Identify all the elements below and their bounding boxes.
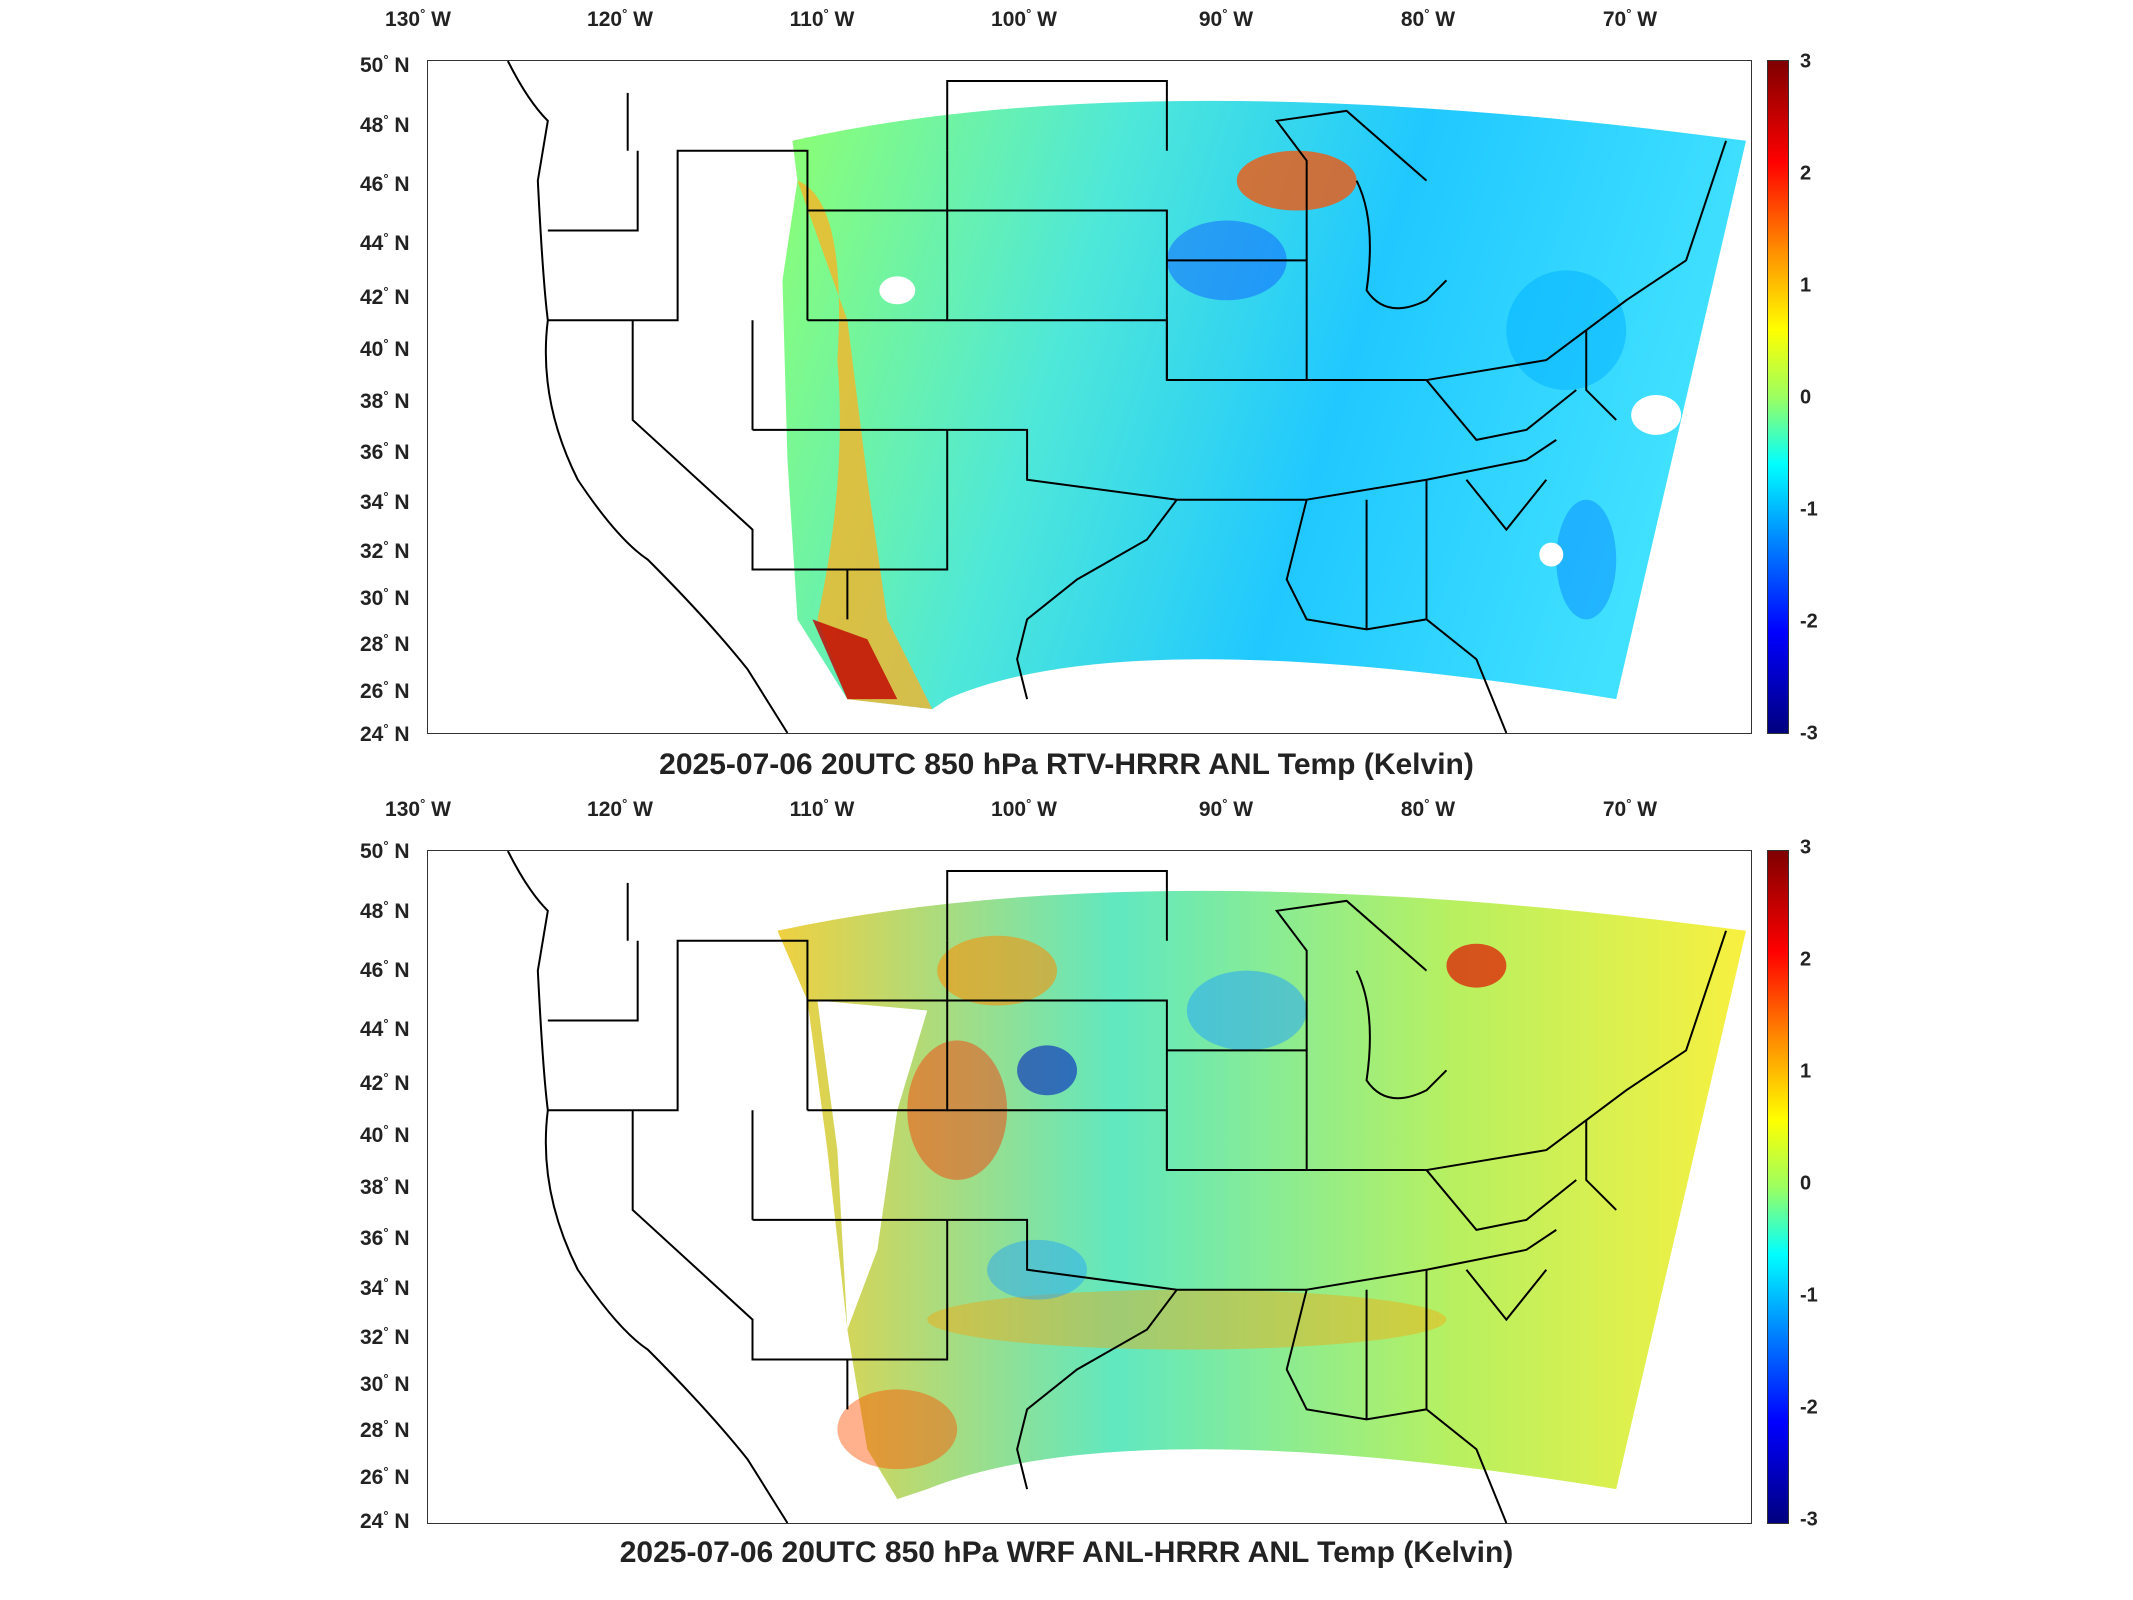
colorbar-tick: 2 [1800,948,1812,971]
lat-tick: 46° N [360,957,410,982]
lon-tick: 90° W [1198,6,1254,31]
colorbar-tick: 3 [1800,836,1812,859]
colorbar-tick: -2 [1800,1396,1818,1419]
lat-tick: 44° N [360,230,410,255]
panel-rtv: 130° W 120° W 110° W 100° W 90° W 80° W … [0,0,2133,790]
colorbar-tick: -1 [1800,498,1818,521]
colorbar [1767,60,1789,734]
colorbar-tick: -1 [1800,1284,1818,1307]
colorbar-tick: 2 [1800,162,1812,185]
colorbar-tick: -3 [1800,1508,1818,1531]
colorbar-tick: 1 [1800,274,1812,297]
colorbar-tick: -3 [1800,722,1818,745]
lat-tick: 28° N [360,1417,410,1442]
colorbar-tick: 3 [1800,50,1812,73]
lat-tick: 30° N [360,585,410,610]
lon-tick: 100° W [991,6,1057,31]
colorbar-tick: -2 [1800,610,1818,633]
lat-tick: 50° N [360,52,410,77]
lat-tick: 36° N [360,1225,410,1250]
lat-tick: 50° N [360,838,410,863]
lat-tick: 34° N [360,1275,410,1300]
panel-title: 2025-07-06 20UTC 850 hPa RTV-HRRR ANL Te… [659,748,1474,781]
boundary-lines [506,61,1727,733]
lon-tick: 90° W [1198,796,1254,821]
lon-tick: 110° W [789,6,855,31]
lat-tick: 40° N [360,1122,410,1147]
colorbar-tick: 0 [1800,1172,1812,1195]
lon-tick: 130° W [385,796,451,821]
lat-tick: 28° N [360,631,410,656]
lon-tick: 120° W [587,796,653,821]
colorbar-tick: 1 [1800,1060,1812,1083]
lat-tick: 34° N [360,489,410,514]
lat-tick: 48° N [360,898,410,923]
panel-wrf: 130° W 120° W 110° W 100° W 90° W 80° W … [0,790,2133,1600]
map-area [427,850,1752,1524]
lon-tick: 80° W [1400,796,1456,821]
temperature-field-map [506,851,1747,1523]
lat-tick: 38° N [360,388,410,413]
lat-tick: 30° N [360,1371,410,1396]
lat-tick: 48° N [360,112,410,137]
lat-tick: 32° N [360,1324,410,1349]
lat-tick: 42° N [360,284,410,309]
lon-tick: 110° W [789,796,855,821]
lat-tick: 40° N [360,336,410,361]
data-domain [777,890,1747,1500]
lat-tick: 44° N [360,1016,410,1041]
lat-tick: 38° N [360,1174,410,1199]
lat-tick: 42° N [360,1070,410,1095]
lat-tick: 26° N [360,1464,410,1489]
temperature-field-map [506,61,1747,733]
lon-tick: 80° W [1400,6,1456,31]
lon-tick: 120° W [587,6,653,31]
lat-tick: 32° N [360,538,410,563]
lat-tick: 36° N [360,439,410,464]
lon-tick: 70° W [1602,796,1658,821]
lon-tick: 70° W [1602,6,1658,31]
lat-tick: 24° N [360,1508,410,1533]
lon-tick: 100° W [991,796,1057,821]
lat-tick: 24° N [360,721,410,746]
boundary-lines [506,851,1727,1523]
data-domain [782,100,1747,710]
colorbar [1767,850,1789,1524]
lon-tick: 130° W [385,6,451,31]
lat-tick: 46° N [360,171,410,196]
colorbar-tick: 0 [1800,386,1812,409]
hot-margin [797,180,933,710]
lat-tick: 26° N [360,678,410,703]
panel-title: 2025-07-06 20UTC 850 hPa WRF ANL-HRRR AN… [619,1536,1514,1569]
map-area [427,60,1752,734]
